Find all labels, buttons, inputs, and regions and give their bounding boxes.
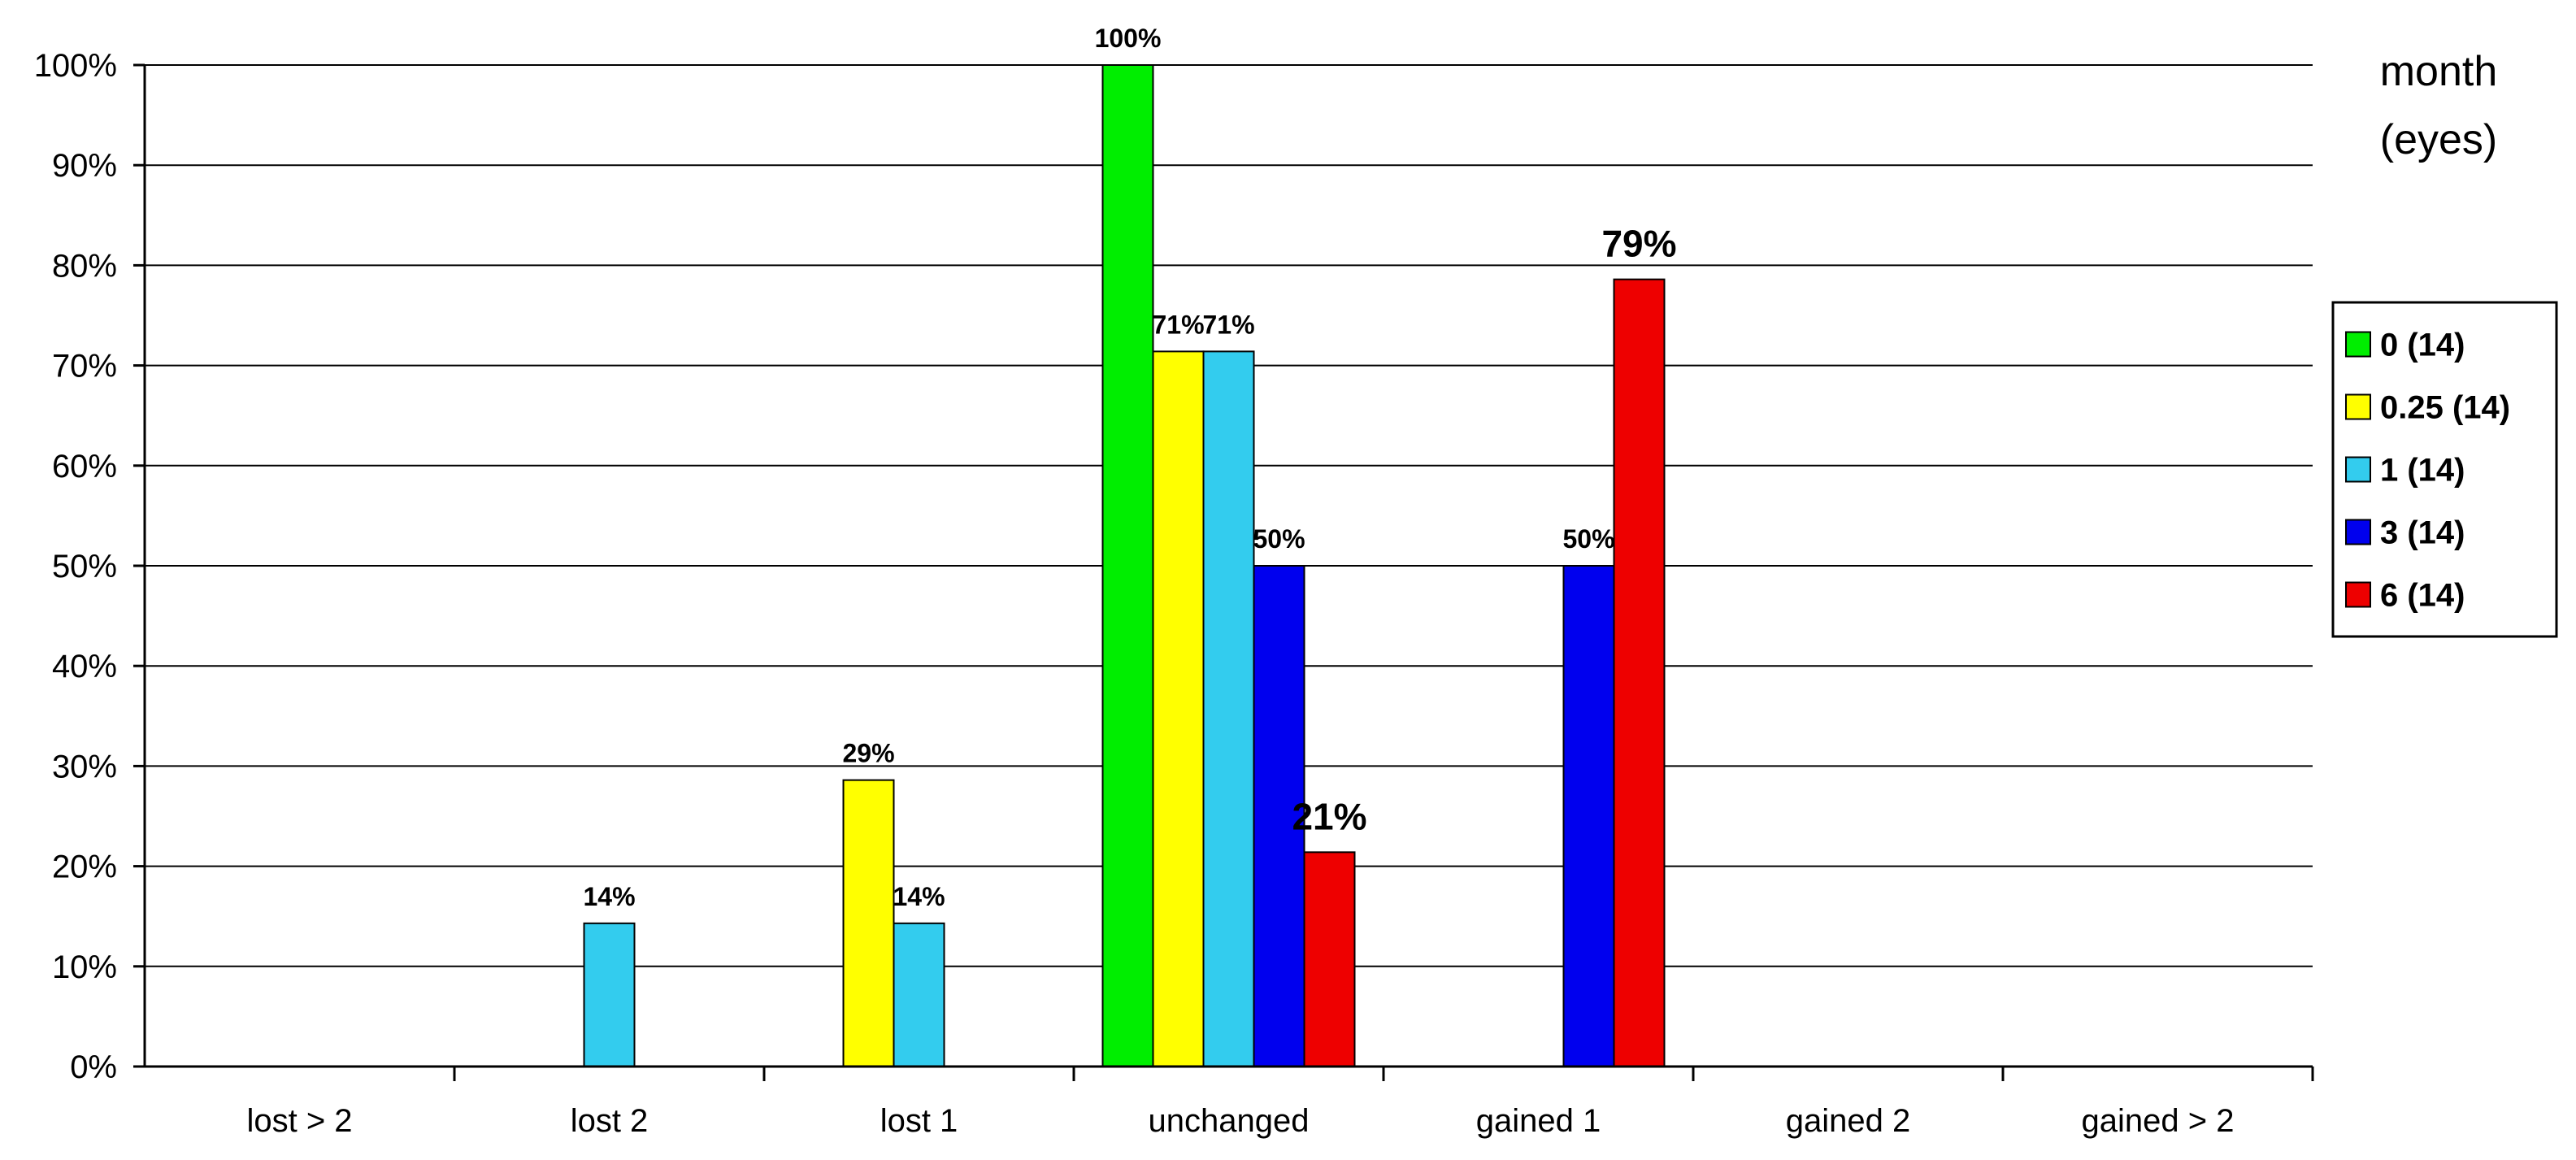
bar [1253, 565, 1305, 1067]
x-category-label: gained 1 [1476, 1103, 1601, 1139]
y-tick-label: 80% [52, 248, 117, 284]
bars [583, 64, 1666, 1068]
y-tick-label: 40% [52, 649, 117, 684]
bar [1101, 64, 1154, 1067]
bar [1303, 851, 1356, 1068]
legend-title: (eyes) [2380, 116, 2497, 163]
legend-swatch [2345, 456, 2371, 483]
legend-swatch [2345, 581, 2371, 608]
bar-data-label: 14% [583, 882, 635, 911]
legend-entry: 3 (14) [2380, 515, 2465, 551]
y-tick-label: 0% [70, 1049, 117, 1085]
x-category-label: gained 2 [1786, 1103, 1910, 1139]
x-category-label: unchanged [1149, 1103, 1310, 1139]
bar-data-label: 21% [1292, 795, 1366, 837]
bar [1613, 278, 1666, 1067]
legend-entry: 0.25 (14) [2380, 390, 2510, 426]
bar-data-label: 29% [842, 739, 894, 768]
bar-data-label: 50% [1253, 524, 1305, 554]
y-tick-label: 30% [52, 749, 117, 784]
bar-data-label: 50% [1562, 524, 1614, 554]
legend: month (eyes) 0 (14) 0.25 (14) 1 (14) 3 (14) 6 … [2331, 48, 2558, 638]
axes: 0% 10% 20% 30% 40% 50% 60% 70% 80% 90% 100% lost > … [34, 48, 2314, 1139]
legend-title: month [2380, 48, 2498, 95]
x-category-label: lost > 2 [246, 1103, 352, 1139]
y-tick-label: 100% [34, 48, 117, 84]
bar [893, 922, 945, 1067]
x-category-label: lost 1 [880, 1103, 958, 1139]
bar-data-label: 79% [1601, 223, 1676, 265]
y-tick-label: 50% [52, 549, 117, 584]
bar [1202, 350, 1255, 1067]
x-category-label: gained > 2 [2082, 1103, 2235, 1139]
bar [1152, 350, 1205, 1067]
y-tick-label: 90% [52, 148, 117, 184]
y-tick-label: 20% [52, 849, 117, 885]
bar-data-label: 71% [1202, 310, 1254, 339]
bar-data-label: 71% [1152, 310, 1204, 339]
y-tick-label: 70% [52, 349, 117, 384]
legend-entry: 0 (14) [2380, 328, 2465, 363]
data-labels: 100% 29% 71% 14% 14% 71% 50% 50% 21% 79% [583, 24, 1676, 911]
legend-swatch [2345, 331, 2371, 358]
legend-entry: 1 (14) [2380, 453, 2465, 489]
x-category-label: lost 2 [571, 1103, 649, 1139]
bar [842, 779, 895, 1067]
bar [583, 922, 636, 1067]
y-tick-label: 60% [52, 449, 117, 484]
y-tick-label: 10% [52, 949, 117, 985]
legend-swatch [2345, 519, 2371, 545]
bar-data-label: 100% [1095, 24, 1162, 53]
bar [1562, 565, 1615, 1067]
bar-data-label: 14% [893, 882, 945, 911]
legend-swatch [2345, 393, 2371, 420]
legend-entry: 6 (14) [2380, 578, 2465, 614]
